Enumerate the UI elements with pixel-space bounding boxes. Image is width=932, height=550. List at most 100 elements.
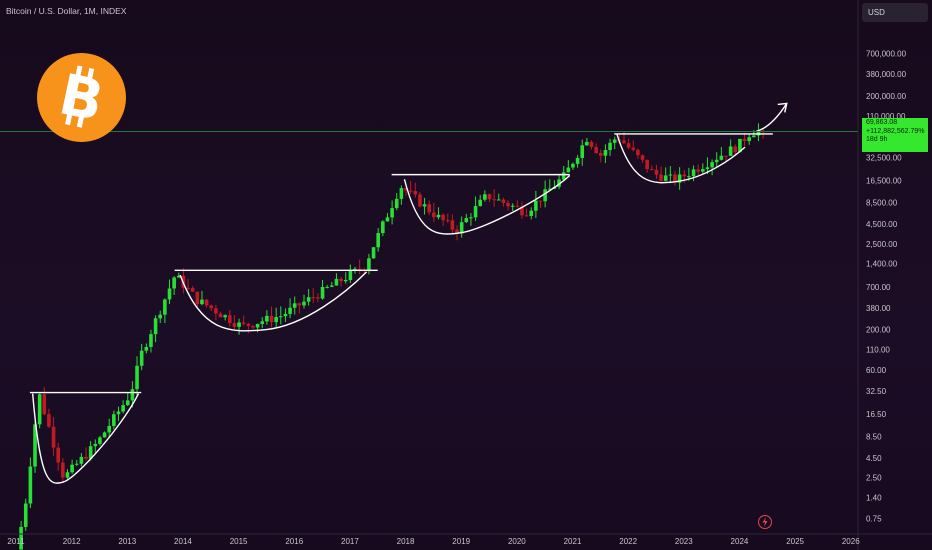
price-tick-label: 16,500.00 [866,176,902,185]
price-tick-label: 110,000.00 [866,112,906,121]
candle [413,182,418,198]
time-tick-label: 2016 [285,537,303,546]
candle [292,296,297,315]
candle [654,164,659,179]
price-tick-label: 200.00 [866,326,891,335]
time-tick-label: 2015 [230,537,248,546]
candle [288,298,292,319]
candle [469,213,473,226]
candle [223,314,227,321]
candle [274,307,278,328]
candle [575,155,580,168]
candle [269,306,274,328]
price-tick-label: 4,500.00 [866,220,898,229]
candle [496,193,501,201]
candle [186,278,190,290]
time-tick-label: 2026 [842,537,860,546]
candle [279,306,283,325]
candle [135,356,139,397]
price-tick-label: 60.00 [866,366,887,375]
time-tick-label: 2023 [675,537,693,546]
candle [714,152,719,168]
candle [42,387,47,416]
candle [612,136,617,150]
candle [227,310,232,327]
candle [719,147,724,161]
candle [325,284,329,289]
candle [163,298,167,324]
candle [436,207,441,220]
candle [747,134,751,145]
time-tick-label: 2011 [7,537,25,546]
candle [663,167,668,182]
time-tick-label: 2019 [452,537,470,546]
candle [677,167,682,190]
candle [427,200,432,215]
price-axis: 700,000.00 380,000.00 200,000.00 110,000.00… [857,0,907,550]
candle [483,190,487,202]
candle [710,159,714,176]
candle [367,253,371,275]
candle [70,459,74,475]
candle [93,439,98,453]
time-tick-label: 2012 [63,537,81,546]
candle [501,197,506,207]
candle [381,220,385,237]
projection-arrowhead [777,102,788,113]
candle [176,272,181,278]
last-price-label: 69,863.08 +112,882,562.79% 18d 9h [862,118,928,152]
time-tick-label: 2018 [397,537,415,546]
time-tick-label: 2022 [619,537,637,546]
candle [636,148,640,159]
candle [190,286,195,293]
candle [631,140,636,152]
candle [701,163,705,174]
candle [756,123,761,142]
candle [733,144,738,155]
time-tick-label: 2017 [341,537,359,546]
candle [441,213,445,226]
candle [529,207,534,220]
candle [650,165,654,171]
price-tick-label: 110.00 [866,346,890,355]
candle [112,410,116,430]
price-tick-label: 32,500.00 [866,153,902,162]
candle [251,325,255,329]
candle [473,196,478,221]
candle [390,200,394,225]
flash-icon[interactable] [757,514,773,530]
bitcoin-logo-icon: B [37,53,126,142]
candle [130,381,135,408]
candle [376,228,380,252]
candle [357,259,362,275]
candle [691,165,696,182]
candle [547,179,552,190]
candle [594,143,598,154]
candle [571,162,575,171]
candle [237,318,241,335]
cup-arc [31,393,140,484]
candle [200,290,204,306]
candle [487,193,492,202]
candle [158,310,163,324]
candle [603,144,608,164]
candle [589,140,594,150]
candle [515,200,520,208]
candle [408,180,413,194]
candle [668,166,673,184]
price-tick-label: 2,500.00 [866,240,898,249]
candle [209,304,214,312]
time-tick-label: 2024 [731,537,749,546]
currency-button[interactable]: USD [862,3,928,22]
price-tick-label: 2.50 [866,474,882,483]
price-tick-label: 0.75 [866,514,882,523]
price-tick-label: 380,000.00 [866,70,907,79]
candle [74,460,79,466]
candle [28,457,33,509]
cup-arc [616,134,746,184]
candle [538,200,543,209]
time-tick-label: 2020 [508,537,526,546]
time-tick-label: 2014 [174,537,192,546]
candle [478,194,483,207]
